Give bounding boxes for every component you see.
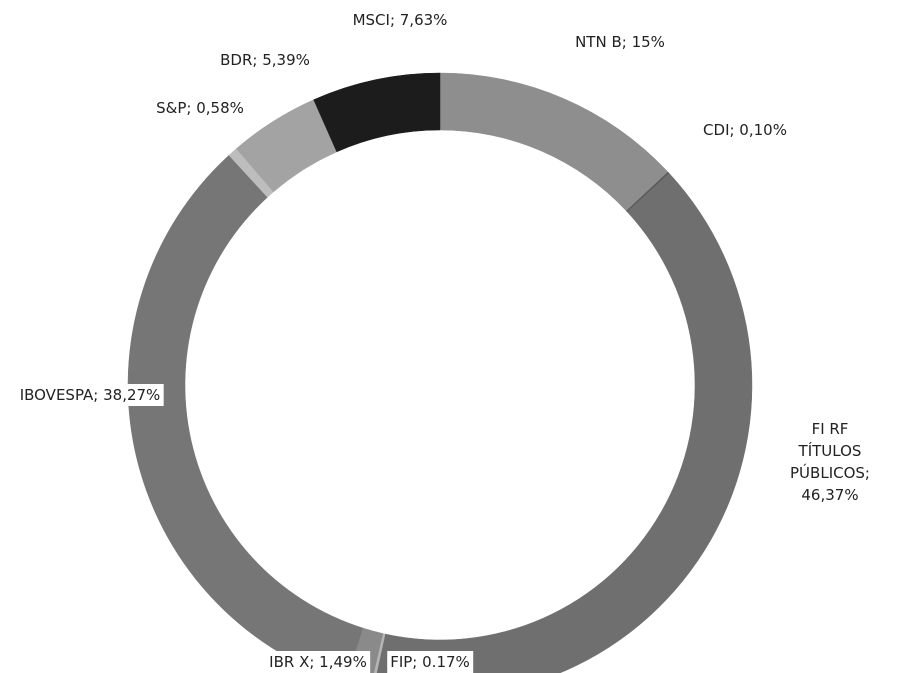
data-label: S&P; 0,58% <box>153 97 247 119</box>
data-label: IBOVESPA; 38,27% <box>16 384 164 406</box>
donut-segment <box>313 72 441 153</box>
data-label: FIP; 0.17% <box>387 651 473 673</box>
data-label: CDI; 0,10% <box>700 119 790 141</box>
donut-segment <box>439 72 669 212</box>
data-label: BDR; 5,39% <box>217 49 313 71</box>
data-label: MSCI; 7,63% <box>349 9 451 31</box>
data-label: IBR X; 1,49% <box>266 651 370 673</box>
data-label: FI RF TÍTULOS PÚBLICOS; 46,37% <box>785 418 875 506</box>
data-label: NTN B; 15% <box>572 31 668 53</box>
donut-segment <box>376 172 753 673</box>
donut-segment <box>127 154 364 673</box>
